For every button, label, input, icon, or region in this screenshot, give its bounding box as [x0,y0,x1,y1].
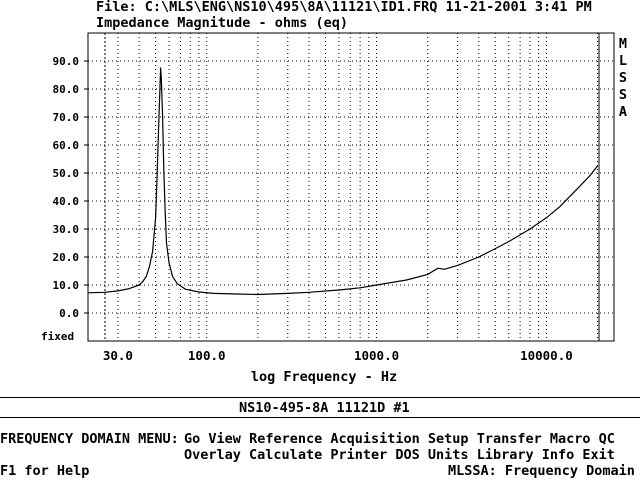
menu-item-acquisition[interactable]: Acquisition [330,431,420,447]
x-tick-label: 100.0 [188,348,226,363]
y-tick-label: 30.0 [53,223,80,236]
footer-bottom-divider [0,417,640,418]
plot-title: Impedance Magnitude - ohms (eq) [96,15,348,31]
side-label-letter: S [618,87,628,103]
impedance-curve [87,67,598,296]
y-tick-label: 50.0 [53,167,80,180]
y-tick-label: 40.0 [53,195,80,208]
menu-item-exit[interactable]: Exit [582,447,615,463]
footer-top-divider [0,397,640,398]
y-tick-label: 80.0 [53,83,80,96]
plot-frame [87,32,615,342]
menu-item-dos[interactable]: DOS [395,447,420,463]
side-label-letter: S [618,70,628,86]
curve-name-label: NS10-495-8A 11121D #1 [239,400,410,416]
menu-item-units[interactable]: Units [427,447,469,463]
side-label-letter: A [618,104,628,120]
y-tick-label: 70.0 [53,111,80,124]
y-tick-label: 0.0 [59,307,79,320]
menu-item-info[interactable]: Info [541,447,575,463]
menu-item-go[interactable]: Go [184,431,201,447]
help-hint: F1 for Help [0,463,90,479]
x-tick-label: 1000.0 [354,348,399,363]
y-tick-label: 90.0 [53,55,80,68]
menu-item-printer[interactable]: Printer [330,447,388,463]
menu-item-library[interactable]: Library [476,447,534,463]
menu-item-calculate[interactable]: Calculate [249,447,323,463]
x-tick-label: 10000.0 [520,348,573,363]
impedance-chart: 90.0 80.0 70.0 60.0 50.0 40.0 30.0 20.0 10.0 0.0 f… [41,32,615,385]
scale-mode-label: fixed [41,330,74,343]
status-mode: MLSSA: Frequency Domain [448,463,635,479]
menu-item-overlay[interactable]: Overlay [184,447,241,463]
menu-row-2: Overlay Calculate Printer DOS Units Libr… [184,447,615,463]
menu-row-1: Go View Reference Acquisition Setup Tran… [184,431,615,447]
menu-title: FREQUENCY DOMAIN MENU: [0,431,179,447]
side-label-letter: M [618,36,628,52]
y-tick-label: 10.0 [53,279,80,292]
menu-item-reference[interactable]: Reference [249,431,323,447]
y-tick-label: 20.0 [53,251,80,264]
x-axis-label: log Frequency - Hz [251,369,397,385]
menu-item-view[interactable]: View [208,431,241,447]
menu-item-setup[interactable]: Setup [427,431,469,447]
menu-item-macro[interactable]: Macro [549,431,591,447]
file-path-header: File: C:\MLS\ENG\NS10\495\8A\11121\ID1.F… [96,0,592,15]
menu-item-qc[interactable]: QC [598,431,615,447]
x-tick-label: 30.0 [103,348,133,363]
y-tick-label: 60.0 [53,139,80,152]
menu-item-transfer[interactable]: Transfer [476,431,542,447]
side-label-letter: L [618,53,628,69]
